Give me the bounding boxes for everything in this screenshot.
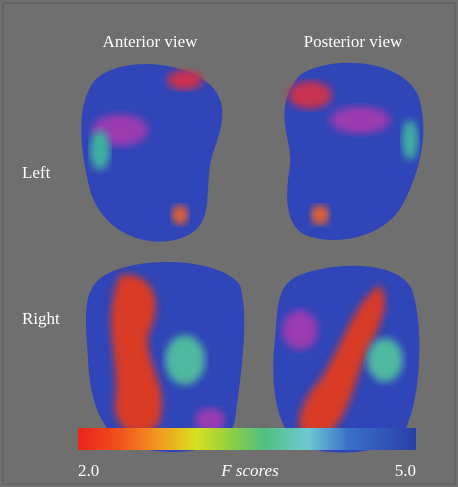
colorbar-min-label: 2.0 — [78, 461, 99, 480]
right-posterior-render — [273, 266, 419, 453]
colorbar — [78, 428, 416, 450]
row-label: Left — [22, 163, 51, 182]
colorbar-max-label: 5.0 — [395, 461, 416, 480]
page: {"figure": { "column_labels": ["Anterior… — [0, 0, 458, 487]
column-label: Posterior view — [304, 32, 403, 51]
colorbar-title: F scores — [220, 461, 279, 480]
row-label: Right — [22, 309, 60, 328]
right-anterior-render — [86, 262, 244, 452]
column-label: Anterior view — [103, 32, 199, 51]
figure: Anterior view Posterior view Left Right … — [0, 0, 458, 487]
